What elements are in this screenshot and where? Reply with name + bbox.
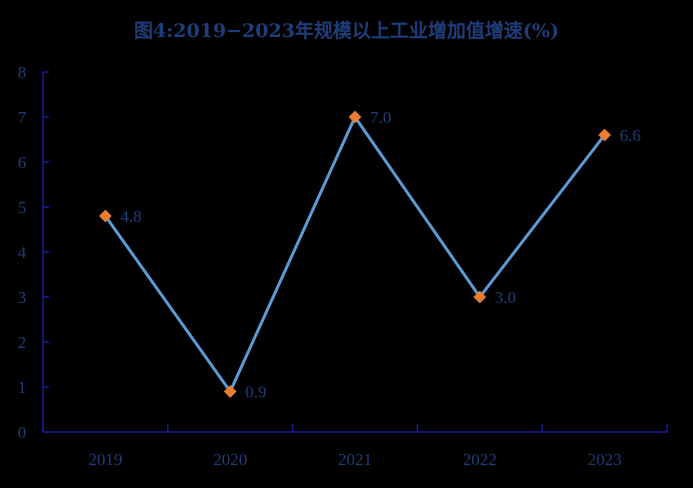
axes xyxy=(42,72,667,433)
y-tick-label: 6 xyxy=(18,153,27,172)
data-label: 3.0 xyxy=(495,288,516,307)
series-line xyxy=(104,113,606,395)
data-labels: 4.8 0.9 7.0 3.0 6.6 xyxy=(120,108,640,402)
chart-title: 图4:2019−2023年规模以上工业增加值增速(%) xyxy=(134,20,559,42)
x-tick-label: 2022 xyxy=(463,450,497,469)
data-label: 4.8 xyxy=(120,207,141,226)
data-point-marker xyxy=(348,110,362,124)
x-tick-label: 2019 xyxy=(88,450,122,469)
data-point-marker xyxy=(223,385,237,398)
x-axis-ticks: 2019 2020 2021 2022 2023 xyxy=(42,424,668,469)
y-tick-label: 8 xyxy=(18,63,27,82)
y-axis-ticks: 0 1 2 3 4 5 6 7 8 xyxy=(18,63,49,442)
data-point-marker xyxy=(473,290,487,304)
x-tick-label: 2021 xyxy=(338,450,372,469)
x-tick-label: 2023 xyxy=(588,450,622,469)
y-tick-label: 3 xyxy=(18,288,27,307)
data-point-marker xyxy=(99,209,112,223)
data-label: 0.9 xyxy=(245,383,266,402)
y-tick-label: 7 xyxy=(18,108,27,127)
y-tick-label: 2 xyxy=(18,333,27,352)
y-tick-label: 4 xyxy=(18,243,27,262)
data-label: 6.6 xyxy=(620,126,641,145)
y-tick-label: 0 xyxy=(18,423,27,442)
y-tick-label: 1 xyxy=(18,378,27,397)
x-tick-label: 2020 xyxy=(213,450,247,469)
data-label: 7.0 xyxy=(370,108,391,127)
data-markers xyxy=(99,110,611,398)
y-tick-label: 5 xyxy=(18,198,27,217)
